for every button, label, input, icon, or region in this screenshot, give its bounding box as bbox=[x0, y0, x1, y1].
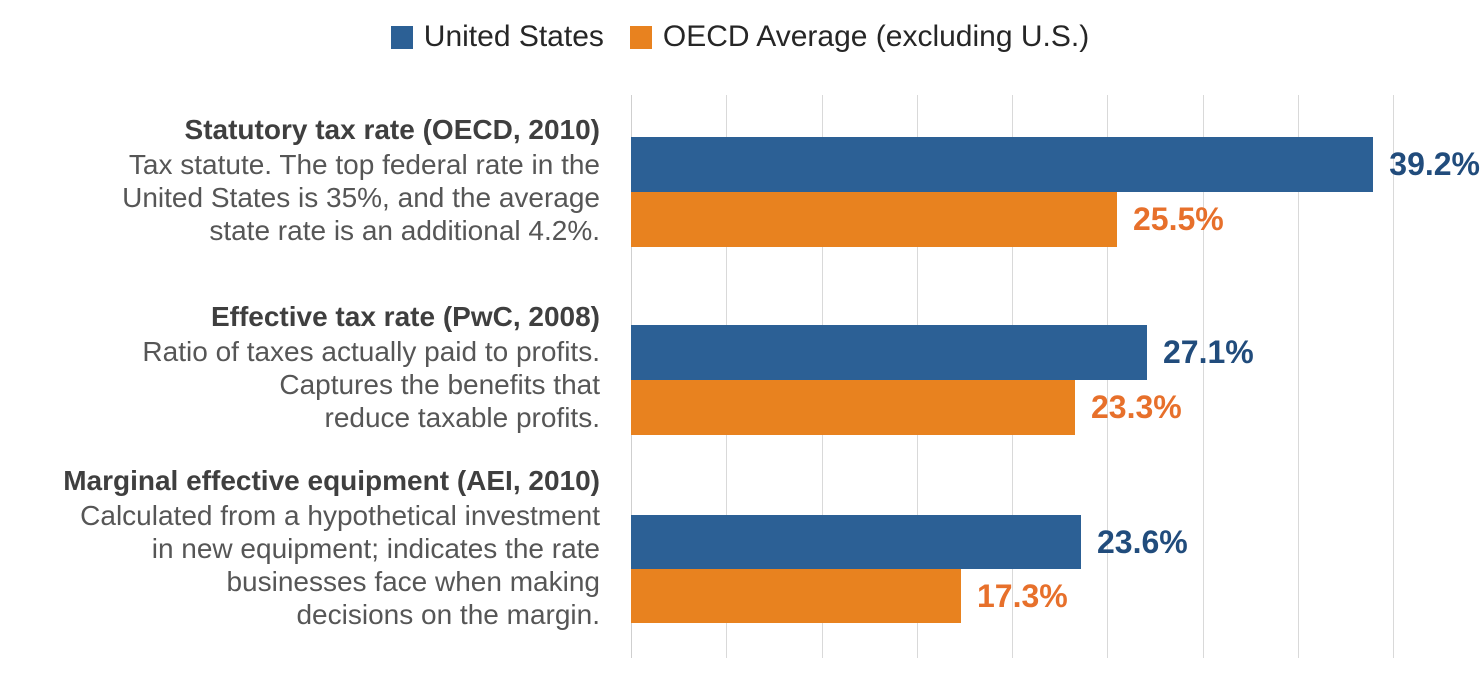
legend-item-oecd-average: OECD Average (excluding U.S.) bbox=[629, 20, 1090, 54]
value-label-us-marginal: 23.6% bbox=[1097, 523, 1188, 560]
category-description-line: Captures the benefits that bbox=[279, 369, 600, 400]
legend-swatch-oecd-average-icon bbox=[629, 25, 652, 49]
legend-swatch-united-states-icon bbox=[390, 25, 413, 49]
bar-row-effective-us: 27.1% bbox=[631, 325, 1480, 380]
category-title: Marginal effective equipment (AEI, 2010) bbox=[63, 465, 600, 496]
category-description-line: businesses face when making bbox=[226, 566, 600, 597]
gridline bbox=[1298, 95, 1299, 658]
category-description-line: in new equipment; indicates the rate bbox=[151, 533, 600, 564]
value-label-oecd-statutory: 25.5% bbox=[1133, 201, 1224, 237]
category-block-marginal-effective-equipment: Marginal effective equipment (AEI, 2010)… bbox=[63, 463, 600, 631]
bar-oecd-marginal bbox=[631, 569, 961, 623]
bar-us-effective bbox=[631, 325, 1147, 380]
category-description-line: Ratio of taxes actually paid to profits. bbox=[142, 336, 600, 367]
bar-row-statutory-us: 39.2% bbox=[631, 137, 1480, 192]
legend: United States OECD Average (excluding U.… bbox=[0, 20, 1480, 54]
category-description-line: reduce taxable profits. bbox=[324, 402, 601, 433]
category-title: Statutory tax rate (OECD, 2010) bbox=[184, 114, 600, 145]
plot-area: 39.2% 25.5% 27.1% 23.3% 23.6% 17.3% bbox=[631, 95, 1480, 658]
bar-row-effective-oecd: 23.3% bbox=[631, 380, 1480, 435]
bar-row-statutory-oecd: 25.5% bbox=[631, 192, 1480, 247]
bar-oecd-effective bbox=[631, 380, 1075, 435]
category-block-effective-tax-rate: Effective tax rate (PwC, 2008) Ratio of … bbox=[142, 299, 600, 434]
value-label-us-statutory: 39.2% bbox=[1389, 146, 1480, 182]
gridline bbox=[1203, 95, 1204, 658]
bar-row-marginal-us: 23.6% bbox=[631, 515, 1480, 569]
bar-us-marginal bbox=[631, 515, 1081, 569]
category-description-line: decisions on the margin. bbox=[296, 599, 600, 630]
category-title: Effective tax rate (PwC, 2008) bbox=[210, 301, 600, 332]
bar-row-marginal-oecd: 17.3% bbox=[631, 569, 1480, 623]
legend-item-united-states: United States bbox=[390, 20, 604, 54]
value-label-us-effective: 27.1% bbox=[1163, 334, 1254, 370]
legend-label-oecd-average: OECD Average (excluding U.S.) bbox=[662, 20, 1090, 53]
bar-oecd-statutory bbox=[631, 192, 1117, 247]
category-block-statutory-tax-rate: Statutory tax rate (OECD, 2010) Tax stat… bbox=[122, 112, 600, 247]
category-description-line: Tax statute. The top federal rate in the bbox=[128, 149, 600, 180]
gridline bbox=[1393, 95, 1394, 658]
legend-label-united-states: United States bbox=[423, 20, 604, 53]
bar-us-statutory bbox=[631, 137, 1374, 192]
category-description-line: state rate is an additional 4.2%. bbox=[209, 215, 600, 246]
value-label-oecd-effective: 23.3% bbox=[1091, 389, 1182, 425]
category-description-line: Calculated from a hypothetical investmen… bbox=[80, 500, 600, 531]
category-description-line: United States is 35%, and the average bbox=[122, 182, 600, 213]
value-label-oecd-marginal: 17.3% bbox=[977, 577, 1068, 614]
